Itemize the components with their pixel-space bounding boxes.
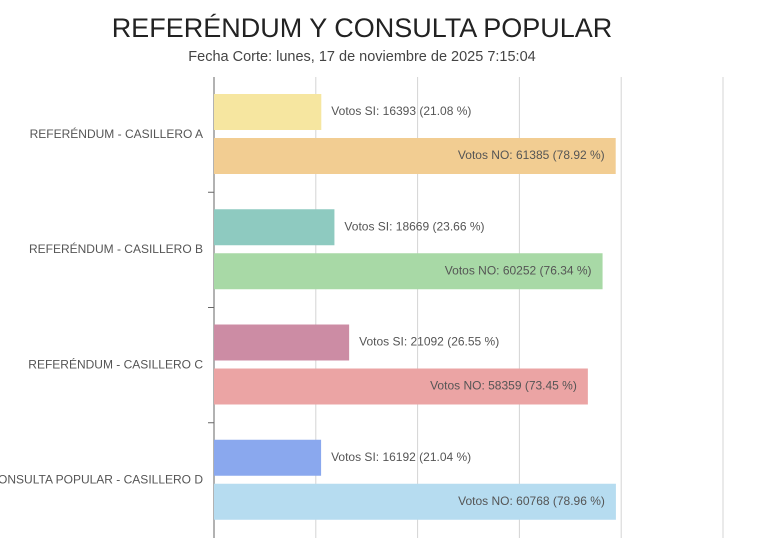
value-label: Votos SI: 16393 (21.08 %) (331, 104, 471, 118)
y-tick-label: CONSULTA POPULAR - CASILLERO D (0, 473, 203, 487)
value-label: Votos SI: 16192 (21.04 %) (331, 450, 471, 464)
y-tick-label: REFERÉNDUM - CASILLERO A (30, 126, 203, 141)
bar (214, 324, 350, 361)
value-label: Votos NO: 60252 (76.34 %) (445, 263, 592, 277)
value-label: Votos NO: 58359 (73.45 %) (430, 379, 577, 393)
bar (214, 368, 588, 405)
bar (214, 94, 322, 130)
bar (214, 253, 603, 290)
bar (214, 138, 616, 174)
chart-subtitle: Fecha Corte: lunes, 17 de noviembre de 2… (188, 49, 535, 65)
bar (214, 439, 322, 476)
bar (214, 483, 616, 520)
value-label: Votos NO: 60768 (78.96 %) (458, 494, 605, 508)
chart-title: REFERÉNDUM Y CONSULTA POPULAR (112, 13, 613, 43)
value-label: Votos SI: 18669 (23.66 %) (344, 219, 484, 233)
y-tick-label: REFERÉNDUM - CASILLERO C (28, 356, 203, 371)
value-label: Votos SI: 21092 (26.55 %) (359, 335, 499, 349)
y-tick-label: REFERÉNDUM - CASILLERO B (29, 241, 203, 256)
value-label: Votos NO: 61385 (78.92 %) (458, 148, 605, 162)
bar (214, 209, 335, 246)
